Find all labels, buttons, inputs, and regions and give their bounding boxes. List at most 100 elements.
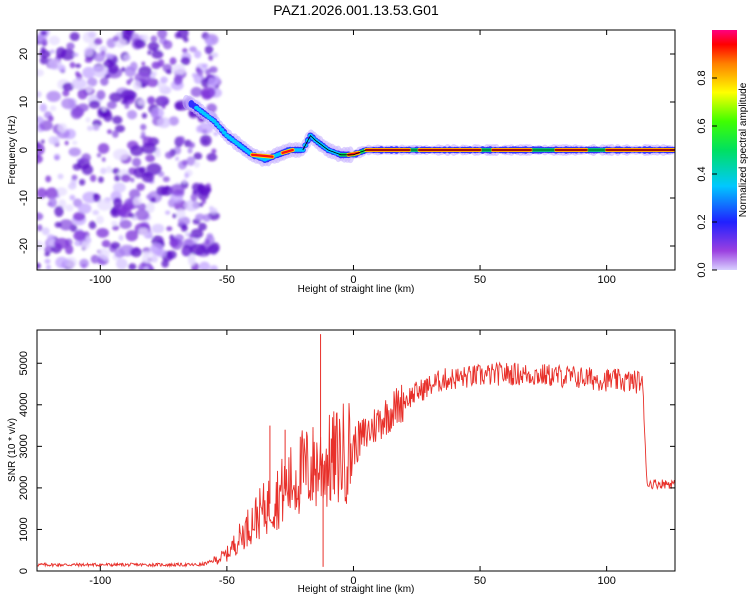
spectral-blob: [97, 199, 112, 211]
spectral-blob: [205, 37, 213, 47]
spectral-blob: [184, 199, 199, 212]
spectral-blob: [151, 223, 165, 234]
snr-y-label: SNR (10 * v/v): [7, 418, 18, 482]
spectral-blob: [111, 167, 121, 175]
spectral-blob: [123, 54, 131, 61]
spectral-blob: [109, 92, 123, 103]
ridge-max-line: [302, 134, 675, 156]
spectral-blob: [146, 194, 153, 200]
spectral-blob: [112, 35, 120, 42]
spectral-blob: [97, 143, 110, 154]
spectral-blob: [136, 183, 146, 191]
spectral-blob: [126, 110, 138, 120]
x-tick-label: -50: [219, 274, 235, 286]
spectrogram-x-ticks: -100 -50 0 50 100: [89, 30, 616, 286]
spectral-blob: [96, 90, 106, 100]
spectral-ridge: [182, 94, 675, 167]
spectral-blob: [128, 188, 141, 200]
colorbar-tick-label: 0.0: [696, 262, 708, 277]
spectral-blob: [82, 66, 96, 79]
spectral-blob: [37, 91, 42, 98]
spectral-blob: [151, 61, 161, 70]
spectral-blob: [88, 100, 101, 109]
spectral-blob: [206, 153, 218, 162]
spectral-blob: [160, 76, 168, 84]
spectral-blob: [41, 227, 50, 236]
ridge-hot-red: [281, 148, 294, 155]
spectral-blob: [72, 140, 78, 145]
figure-title: PAZ1.2026.001.13.53.G01: [273, 2, 439, 18]
spectral-blob: [103, 59, 114, 69]
spectral-blob: [96, 152, 102, 158]
spectral-blob: [165, 69, 172, 75]
spectral-blob: [114, 174, 121, 182]
spectral-blob: [141, 142, 157, 154]
spectral-blob: [204, 238, 211, 245]
spectral-blob: [112, 225, 120, 231]
x-tick-label: 50: [474, 274, 486, 286]
snr-x-label: Height of straight line (km): [298, 584, 415, 595]
spectral-blob: [39, 103, 48, 113]
spectral-blob: [150, 196, 157, 203]
spectral-blob: [121, 67, 126, 72]
spectral-blob: [87, 77, 98, 87]
y-tick-label: 20: [18, 48, 30, 60]
spectral-blob: [88, 31, 97, 38]
spectral-blob: [146, 96, 156, 105]
spectral-blob: [61, 98, 76, 110]
spectral-blob: [182, 48, 188, 54]
spectral-blob: [46, 90, 61, 102]
spectral-blob: [150, 108, 159, 119]
spectrogram-y-ticks: -20 -10 0 10 20: [18, 48, 675, 254]
snr-panel: -100 -50 0 50 100 0 1000 2000 3000 4000 5000 Heig…: [7, 329, 676, 595]
spectral-blob: [204, 45, 214, 55]
spectral-blob: [141, 254, 152, 264]
spectral-blob: [111, 130, 119, 138]
spectral-blob: [68, 147, 81, 157]
spectral-blob: [196, 68, 204, 76]
spectral-blob: [55, 46, 66, 59]
spectral-blob: [184, 172, 189, 179]
spectral-blob: [128, 213, 135, 218]
y-tick-label: -20: [18, 238, 30, 254]
spectral-blob: [141, 172, 155, 183]
y-tick-label: 10: [18, 96, 30, 108]
spectral-blob: [190, 86, 203, 98]
spectral-blob: [37, 143, 45, 155]
spectral-blob: [199, 202, 204, 207]
spectral-blob: [133, 80, 142, 91]
spectral-blob: [52, 136, 60, 145]
spectral-blob: [48, 58, 62, 70]
spectral-blob: [93, 37, 103, 46]
spectral-blob: [120, 217, 124, 222]
ridge-core: [216, 125, 222, 129]
spectrogram-heatmap: [37, 30, 675, 270]
spectral-blob: [45, 187, 59, 200]
colorbar: 0.0 0.2 0.4 0.6 0.8 Normalized spectral ampl…: [696, 30, 749, 278]
spectral-blob: [168, 116, 179, 126]
spectral-blob: [172, 64, 186, 75]
spectral-blob: [105, 53, 112, 59]
y-tick-label: 5000: [18, 351, 30, 375]
spectral-blob: [111, 220, 118, 227]
spectral-blob: [190, 193, 198, 202]
spectral-blob: [173, 74, 183, 85]
spectral-blob: [103, 256, 109, 262]
spectral-blob: [64, 140, 69, 146]
spectral-blob: [211, 148, 217, 154]
spectral-blob: [101, 157, 106, 163]
spectral-blob: [90, 254, 100, 264]
spectral-blob: [116, 258, 128, 270]
spectral-blob: [75, 63, 82, 68]
spectral-blob: [186, 156, 196, 166]
spectral-blob: [209, 265, 219, 270]
spectral-blob: [37, 187, 47, 199]
spectral-blob: [130, 177, 135, 183]
y-tick-label: 2000: [18, 476, 30, 500]
spectral-blob: [136, 203, 147, 211]
spectral-blob: [85, 117, 91, 123]
spectral-blob: [55, 256, 69, 269]
spectral-blob: [83, 46, 94, 57]
spectral-blob: [140, 131, 146, 136]
spectral-blob: [120, 174, 131, 183]
